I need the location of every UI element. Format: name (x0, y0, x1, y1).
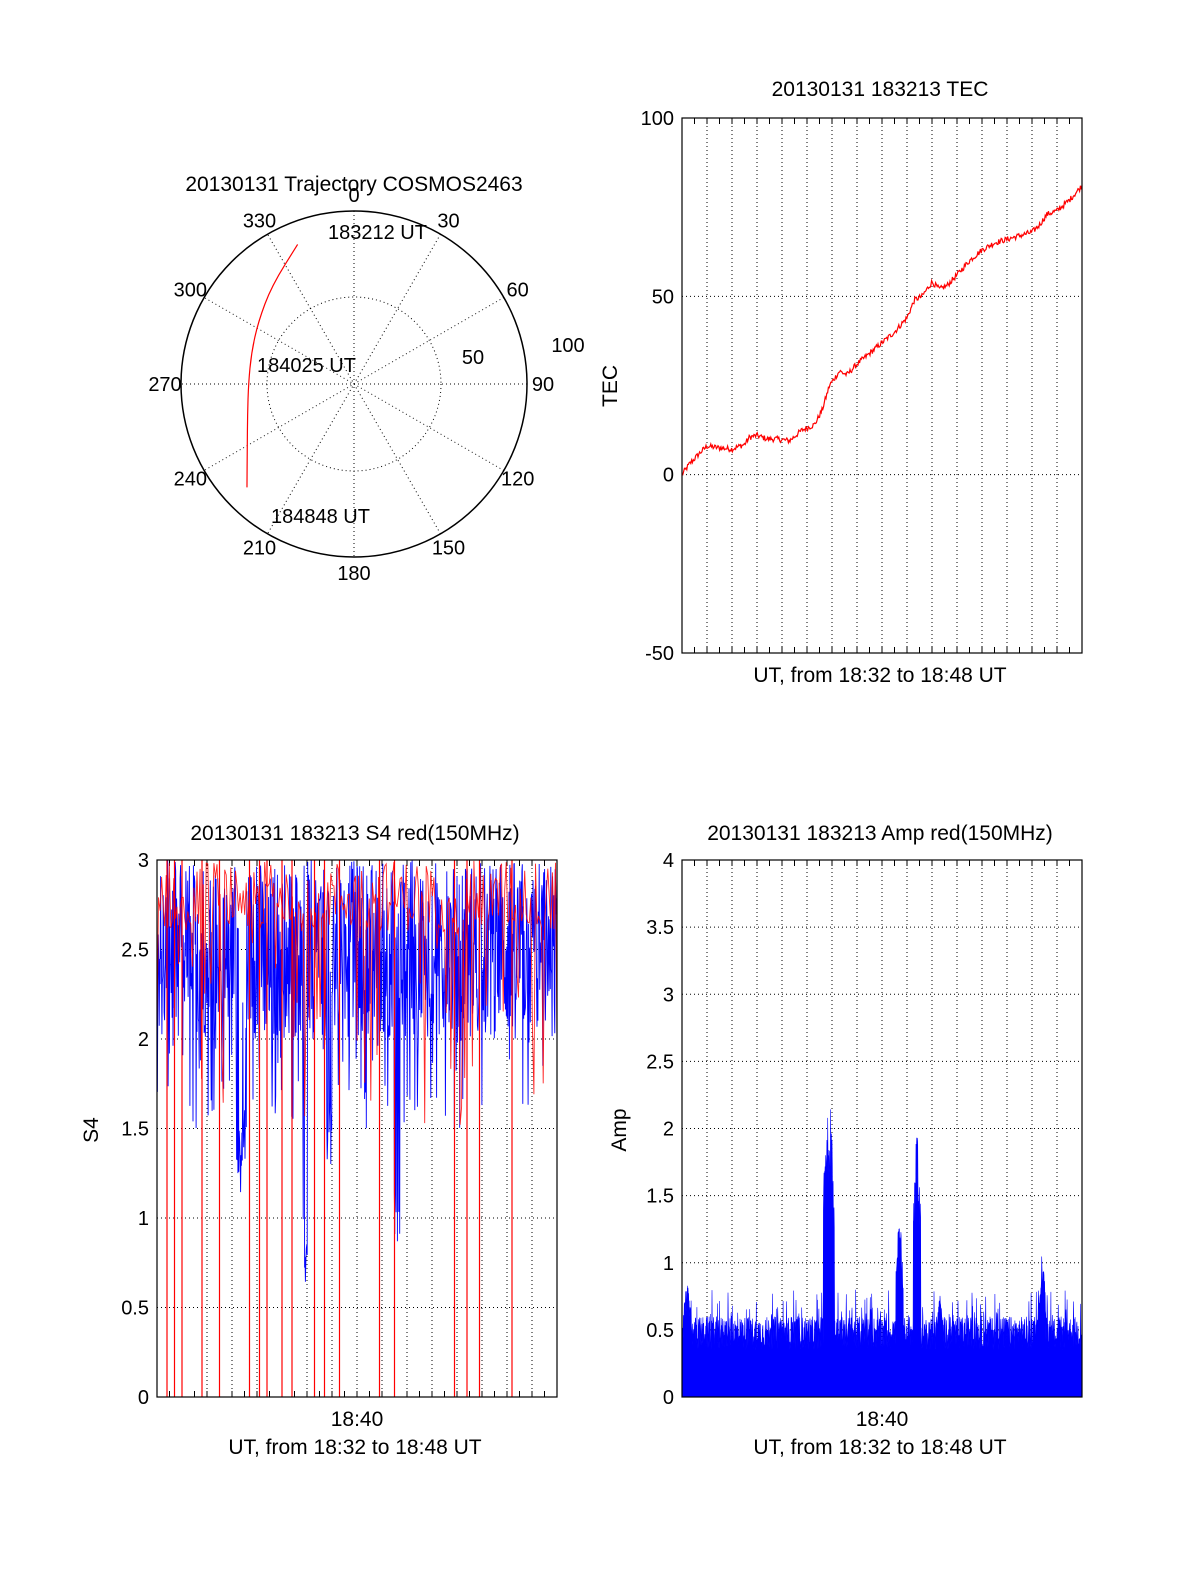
azimuth-label-150: 150 (432, 538, 465, 560)
amp-y-tick-labels: 0 0.5 1 1.5 2 2.5 3 3.5 4 (646, 850, 674, 1409)
azimuth-label-60: 60 (507, 280, 529, 302)
tec-plot-frame (681, 117, 1083, 654)
azimuth-label-240: 240 (174, 469, 207, 491)
amp-series (681, 1109, 1083, 1398)
amp-ytick-label-1: 1 (663, 1253, 674, 1275)
s4-chart: 20130131 183213 S4 red(150MHz) 0 0.5 1 1.5 2… (80, 822, 558, 1459)
s4-plot-frame (156, 859, 558, 1398)
amp-ytick-label-0: 0 (663, 1387, 674, 1409)
polar-spoke-150 (267, 233, 441, 535)
s4-y-tick-labels: 0 0.5 1 1.5 2 2.5 3 (121, 850, 149, 1409)
azimuth-label-30: 30 (437, 210, 459, 232)
s4-ytick-label-0: 0 (138, 1387, 149, 1409)
tec-ytick-label-m50: -50 (645, 643, 674, 665)
s4-xlabel: UT, from 18:32 to 18:48 UT (228, 1436, 481, 1459)
amp-xtick-label: 18:40 (856, 1408, 909, 1431)
azimuth-label-120: 120 (501, 469, 534, 491)
amp-ytick-label-0_5: 0.5 (646, 1320, 674, 1342)
amp-xlabel: UT, from 18:32 to 18:48 UT (753, 1436, 1006, 1459)
radius-label-50: 50 (462, 347, 484, 369)
azimuth-label-210: 210 (243, 538, 276, 560)
tec-y-tick-labels: -50 0 50 100 (641, 108, 674, 665)
s4-ytick-label-1: 1 (138, 1208, 149, 1230)
amp-ytick-label-4: 4 (663, 850, 674, 872)
azimuth-label-180: 180 (337, 563, 370, 585)
amp-ytick-label-2: 2 (663, 1119, 674, 1141)
tec-chart: 20130131 183213 TEC -50 0 50 100 UT, from 1… (599, 78, 1083, 687)
trajectory-title: 20130131 Trajectory COSMOS2463 (185, 173, 522, 196)
azimuth-label-0: 0 (348, 185, 359, 207)
amp-ytick-label-3: 3 (663, 984, 674, 1006)
azimuth-label-90: 90 (532, 374, 554, 396)
trajectory-chart: 20130131 Trajectory COSMOS2463 0 30 60 90 12… (148, 173, 584, 585)
s4-ylabel: S4 (80, 1117, 103, 1143)
trajectory-annotation-start: 183212 UT (328, 222, 427, 244)
azimuth-label-300: 300 (174, 280, 207, 302)
s4-blue-series (156, 860, 558, 1282)
trajectory-track (246, 244, 299, 488)
radius-label-100: 100 (551, 335, 584, 357)
amp-title: 20130131 183213 Amp red(150MHz) (707, 822, 1053, 845)
tec-ytick-label-0: 0 (663, 465, 674, 487)
amp-grid (681, 860, 1083, 1397)
s4-series (156, 860, 558, 1397)
amp-blue-series (681, 1109, 1083, 1398)
s4-red-series (156, 860, 558, 1125)
trajectory-annotation-mid: 184025 UT (257, 355, 356, 377)
tec-series-line (681, 185, 1083, 476)
amp-ytick-label-2_5: 2.5 (646, 1051, 674, 1073)
tec-grid (681, 118, 1083, 653)
tec-ytick-label-100: 100 (641, 108, 674, 130)
amp-ylabel: Amp (608, 1108, 631, 1151)
amp-chart: 20130131 183213 Amp red(150MHz) 0 0.5 1 1.5… (608, 822, 1083, 1459)
s4-ytick-label-1_5: 1.5 (121, 1119, 149, 1141)
amp-plot-frame (681, 859, 1083, 1398)
tec-xlabel: UT, from 18:32 to 18:48 UT (753, 664, 1006, 687)
azimuth-labels: 0 30 60 90 120 150 180 210 240 270 300 330 (148, 185, 554, 585)
s4-ytick-label-0_5: 0.5 (121, 1298, 149, 1320)
tec-ytick-label-50: 50 (652, 286, 674, 308)
trajectory-annotation-end: 184848 UT (271, 506, 370, 528)
s4-ytick-label-2: 2 (138, 1029, 149, 1051)
azimuth-label-330: 330 (243, 210, 276, 232)
amp-ytick-label-1_5: 1.5 (646, 1186, 674, 1208)
s4-xtick-label: 18:40 (331, 1408, 384, 1431)
tec-title: 20130131 183213 TEC (772, 78, 989, 101)
s4-title: 20130131 183213 S4 red(150MHz) (190, 822, 519, 845)
tec-ylabel: TEC (599, 365, 622, 407)
azimuth-label-270: 270 (148, 374, 181, 396)
s4-ytick-label-3: 3 (138, 850, 149, 872)
amp-ytick-label-3_5: 3.5 (646, 917, 674, 939)
s4-ytick-label-2_5: 2.5 (121, 940, 149, 962)
polar-spokes (181, 211, 527, 557)
